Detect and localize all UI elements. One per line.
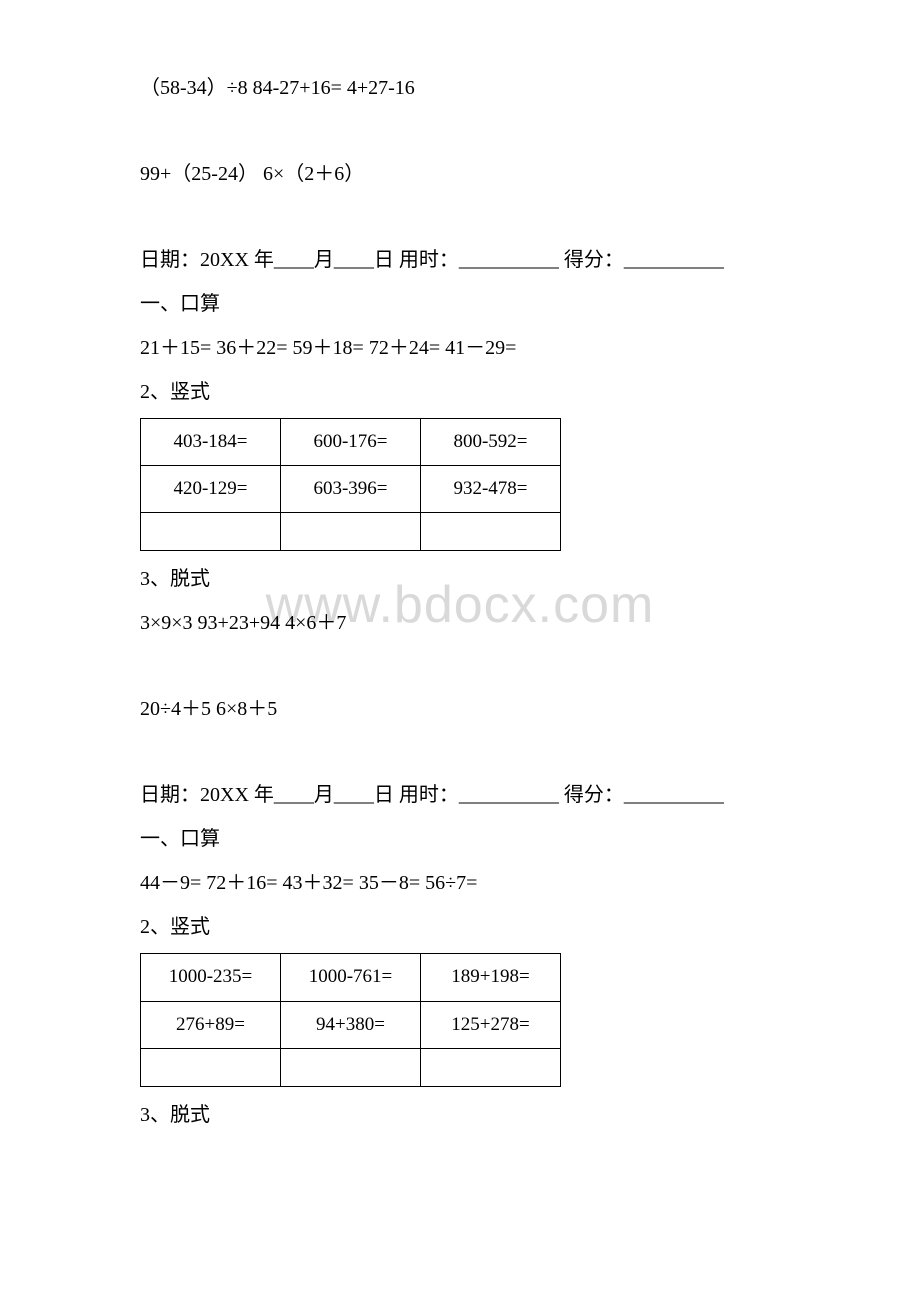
- table-cell: 94+380=: [281, 1001, 421, 1048]
- table-cell: 125+278=: [421, 1001, 561, 1048]
- table-cell: 1000-761=: [281, 954, 421, 1001]
- section-heading: 一、口算: [100, 286, 820, 322]
- document-body: （58-34）÷8 84-27+16= 4+27-16 99+（25-24） 6…: [100, 70, 820, 1133]
- oral-problems: 21＋15= 36＋22= 59＋18= 72＋24= 41－29=: [100, 330, 820, 366]
- table-cell: 800-592=: [421, 419, 561, 466]
- section-heading: 2、竖式: [100, 374, 820, 410]
- date-line: 日期：20XX 年____月____日 用时：__________ 得分：___…: [100, 777, 820, 813]
- table-cell: 276+89=: [141, 1001, 281, 1048]
- vertical-calc-table: 1000-235= 1000-761= 189+198= 276+89= 94+…: [140, 953, 561, 1086]
- section-heading: 一、口算: [100, 821, 820, 857]
- table-cell: 603-396=: [281, 466, 421, 513]
- section-heading: 3、脱式: [100, 1097, 820, 1133]
- table-cell: [281, 1048, 421, 1086]
- table-cell: 1000-235=: [141, 954, 281, 1001]
- table-cell: [281, 513, 421, 551]
- expression-line: （58-34）÷8 84-27+16= 4+27-16: [100, 70, 820, 106]
- table-cell: 600-176=: [281, 419, 421, 466]
- table-cell: [141, 513, 281, 551]
- expression-line: 99+（25-24） 6×（2＋6）: [100, 156, 820, 192]
- table-cell: 420-129=: [141, 466, 281, 513]
- table-cell: [421, 513, 561, 551]
- expression-line: 20÷4＋5 6×8＋5: [100, 691, 820, 727]
- table-cell: [141, 1048, 281, 1086]
- expression-line: 3×9×3 93+23+94 4×6＋7: [100, 605, 820, 641]
- section-heading: 3、脱式: [100, 561, 820, 597]
- section-heading: 2、竖式: [100, 909, 820, 945]
- table-cell: 403-184=: [141, 419, 281, 466]
- table-cell: [421, 1048, 561, 1086]
- date-line: 日期：20XX 年____月____日 用时：__________ 得分：___…: [100, 242, 820, 278]
- table-cell: 932-478=: [421, 466, 561, 513]
- table-cell: 189+198=: [421, 954, 561, 1001]
- vertical-calc-table: 403-184= 600-176= 800-592= 420-129= 603-…: [140, 418, 561, 551]
- oral-problems: 44－9= 72＋16= 43＋32= 35－8= 56÷7=: [100, 865, 820, 901]
